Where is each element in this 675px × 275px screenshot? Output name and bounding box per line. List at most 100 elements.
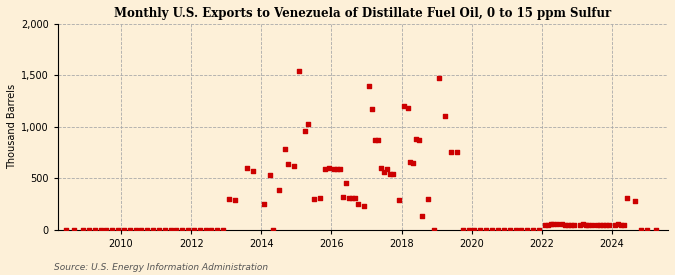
Point	[568, 223, 579, 227]
Point	[586, 222, 597, 227]
Point	[288, 164, 299, 168]
Point	[136, 228, 146, 232]
Point	[183, 228, 194, 232]
Point	[539, 223, 550, 227]
Point	[534, 228, 545, 232]
Point	[387, 172, 398, 176]
Point	[469, 228, 480, 232]
Point	[630, 199, 641, 203]
Point	[487, 228, 497, 232]
Point	[616, 222, 626, 227]
Point	[188, 228, 199, 232]
Point	[411, 137, 422, 141]
Point	[636, 228, 647, 232]
Point	[493, 228, 504, 232]
Point	[446, 150, 457, 154]
Point	[376, 166, 387, 170]
Point	[548, 221, 559, 226]
Point	[332, 167, 343, 171]
Point	[373, 138, 383, 142]
Point	[315, 196, 325, 200]
Point	[273, 188, 284, 192]
Point	[423, 197, 433, 202]
Point	[300, 129, 310, 133]
Title: Monthly U.S. Exports to Venezuela of Distillate Fuel Oil, 0 to 15 ppm Sulfur: Monthly U.S. Exports to Venezuela of Dis…	[114, 7, 612, 20]
Point	[402, 106, 413, 111]
Point	[302, 122, 313, 126]
Point	[200, 228, 211, 232]
Point	[247, 168, 258, 173]
Point	[124, 228, 135, 232]
Point	[651, 228, 661, 232]
Point	[95, 228, 106, 232]
Point	[499, 228, 510, 232]
Point	[394, 198, 404, 202]
Point	[194, 228, 205, 232]
Point	[259, 202, 269, 206]
Point	[230, 198, 240, 203]
Point	[60, 228, 71, 232]
Point	[618, 222, 629, 227]
Point	[464, 228, 475, 232]
Point	[206, 228, 217, 232]
Point	[481, 228, 492, 232]
Point	[434, 76, 445, 81]
Point	[601, 222, 612, 227]
Point	[171, 228, 182, 232]
Point	[218, 228, 229, 232]
Point	[429, 228, 439, 232]
Point	[566, 222, 576, 227]
Point	[504, 228, 515, 232]
Point	[352, 202, 363, 206]
Point	[89, 228, 100, 232]
Point	[241, 166, 252, 170]
Point	[78, 228, 88, 232]
Point	[603, 222, 614, 227]
Point	[379, 170, 389, 174]
Point	[165, 228, 176, 232]
Text: Source: U.S. Energy Information Administration: Source: U.S. Energy Information Administ…	[54, 263, 268, 272]
Point	[621, 196, 632, 200]
Point	[159, 228, 170, 232]
Point	[610, 222, 620, 227]
Point	[563, 222, 574, 227]
Point	[344, 196, 354, 200]
Point	[452, 150, 462, 154]
Point	[370, 138, 381, 142]
Point	[130, 228, 141, 232]
Point	[212, 228, 223, 232]
Point	[358, 204, 369, 208]
Point	[294, 69, 304, 73]
Point	[153, 228, 164, 232]
Point	[510, 228, 521, 232]
Point	[338, 195, 348, 199]
Point	[560, 222, 570, 227]
Point	[475, 228, 486, 232]
Point	[381, 167, 392, 171]
Point	[598, 222, 609, 227]
Point	[516, 228, 527, 232]
Point	[592, 222, 603, 227]
Point	[83, 228, 94, 232]
Point	[440, 113, 451, 118]
Point	[107, 228, 117, 232]
Point	[557, 222, 568, 226]
Point	[543, 222, 554, 227]
Point	[335, 167, 346, 171]
Point	[329, 167, 340, 171]
Point	[308, 197, 319, 202]
Point	[545, 222, 556, 226]
Point	[399, 104, 410, 108]
Y-axis label: Thousand Barrels: Thousand Barrels	[7, 84, 17, 169]
Point	[580, 222, 591, 227]
Point	[528, 228, 539, 232]
Point	[101, 228, 111, 232]
Point	[642, 228, 653, 232]
Point	[405, 160, 416, 164]
Point	[416, 214, 427, 219]
Point	[458, 228, 468, 232]
Point	[223, 197, 234, 202]
Point	[367, 107, 378, 112]
Point	[341, 181, 352, 186]
Point	[320, 167, 331, 171]
